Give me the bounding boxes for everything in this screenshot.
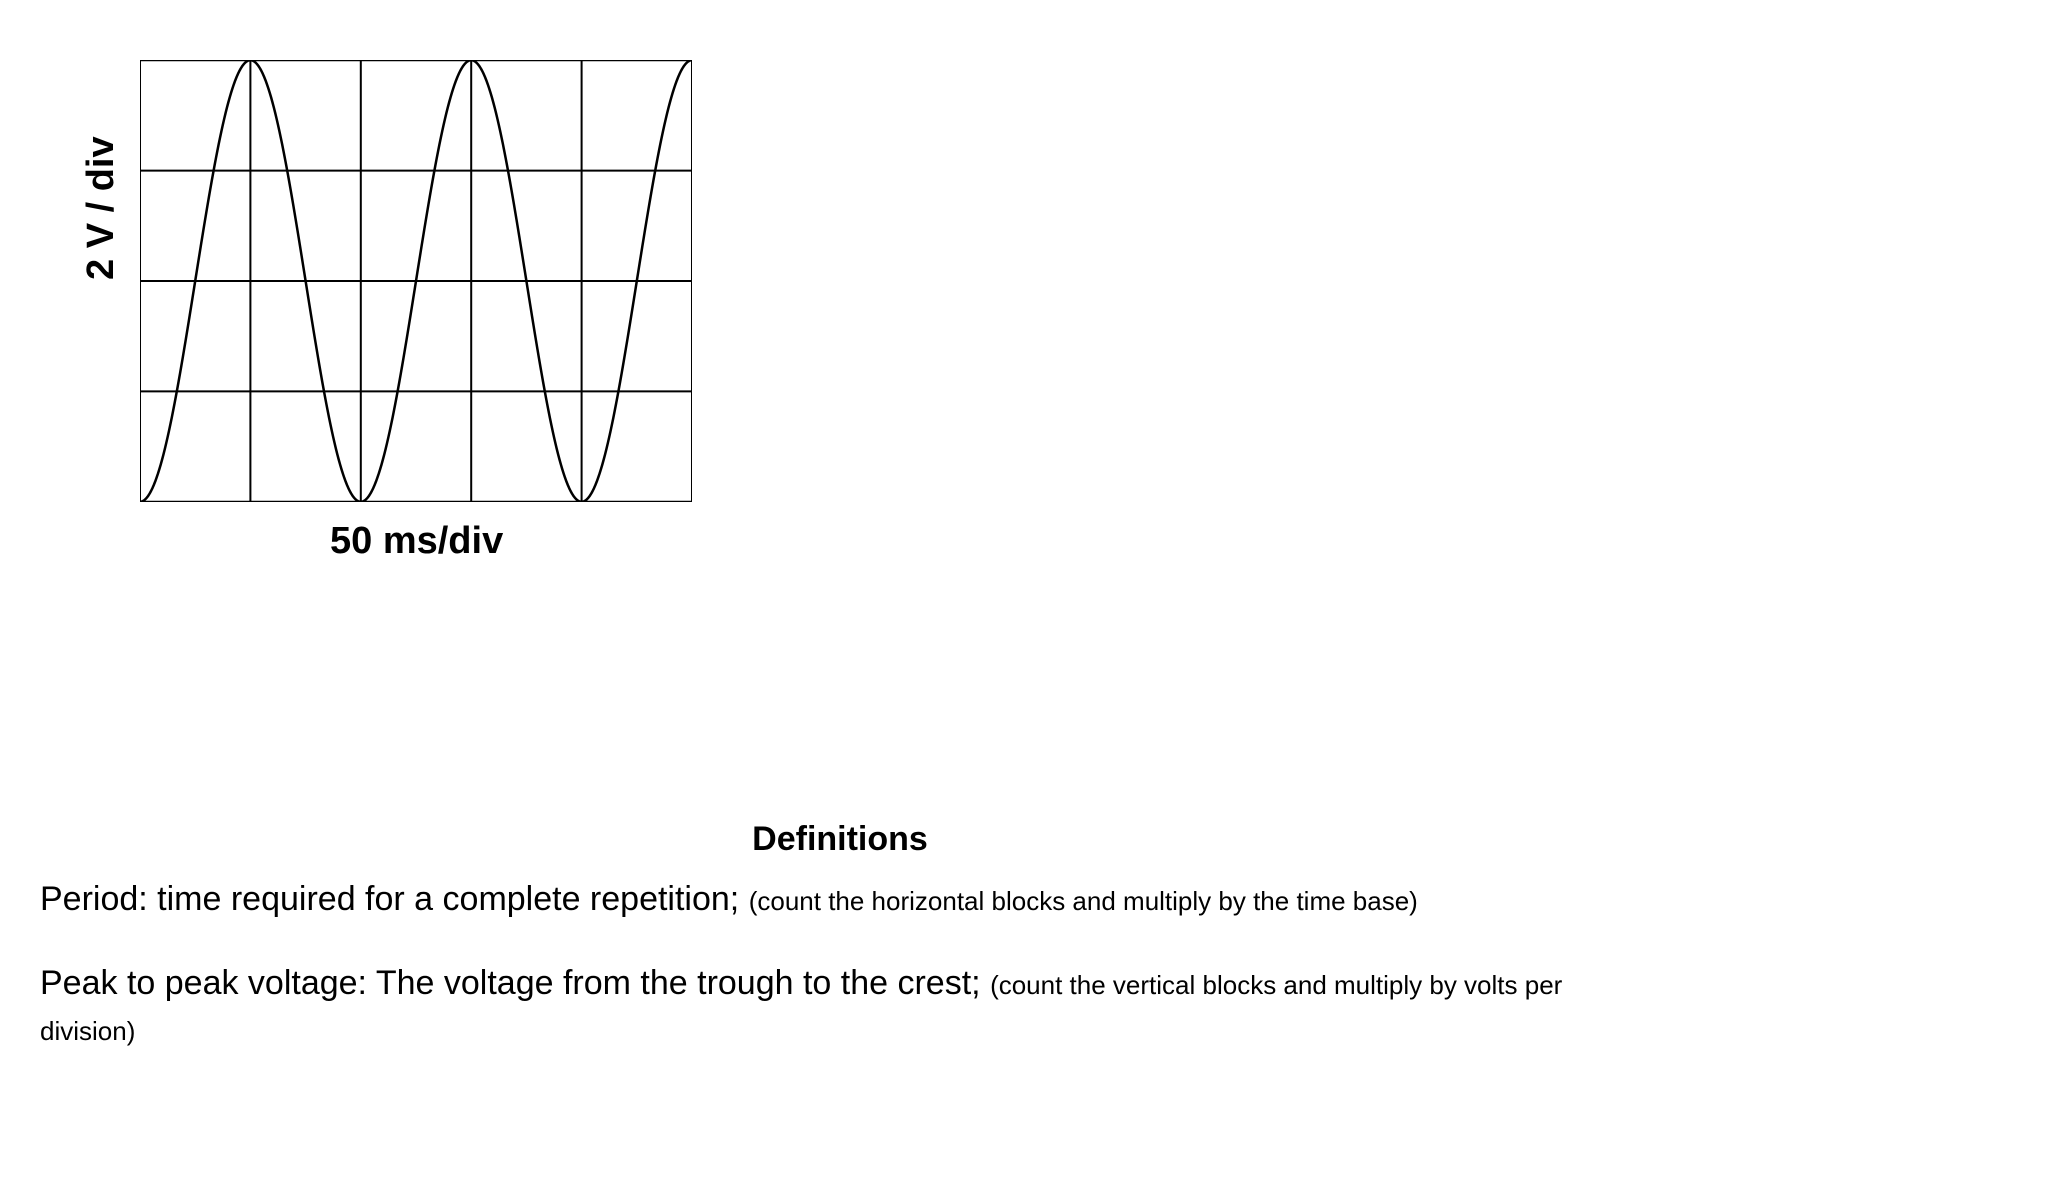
oscilloscope-x-axis-label: 50 ms/div bbox=[330, 520, 503, 563]
definition-peak-to-peak: Peak to peak voltage: The voltage from t… bbox=[40, 961, 1640, 1053]
page-root: 2 V / div 50 ms/div Definitions Period: … bbox=[0, 0, 2046, 1187]
definitions-section: Definitions Period: time required for a … bbox=[40, 820, 1640, 1091]
oscilloscope-grid-chart bbox=[140, 60, 692, 502]
definition-term: Period: bbox=[40, 880, 148, 918]
definition-period: Period: time required for a complete rep… bbox=[40, 877, 1640, 923]
oscilloscope-figure: 2 V / div 50 ms/div bbox=[140, 60, 692, 502]
definition-body: time required for a complete repetition; bbox=[148, 880, 749, 918]
oscilloscope-y-axis-label: 2 V / div bbox=[80, 136, 123, 280]
definition-term: Peak to peak voltage: bbox=[40, 964, 367, 1002]
definition-body: The voltage from the trough to the crest… bbox=[367, 964, 990, 1002]
definition-paren: (count the horizontal blocks and multipl… bbox=[749, 886, 1418, 916]
definitions-heading: Definitions bbox=[40, 820, 1640, 859]
